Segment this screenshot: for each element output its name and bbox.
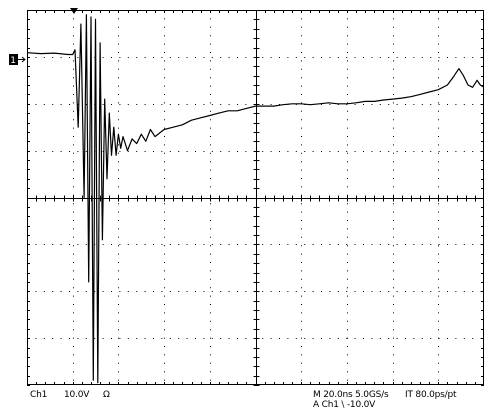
readout-channel: Ch1 xyxy=(30,390,48,400)
readout-timebase: M 20.0ns 5.0GS/s xyxy=(313,390,389,400)
readout-trigger: A Ch1 \ -10.0V xyxy=(313,400,376,410)
channel-marker-box xyxy=(9,54,18,65)
readout-interpolation: IT 80.0ps/pt xyxy=(405,390,457,400)
channel-marker-label: 1 xyxy=(10,56,16,66)
readout-volts-per-div: 10.0V xyxy=(64,390,90,400)
readout-coupling-ohm-icon: Ω xyxy=(103,390,110,400)
trigger-position-marker-icon xyxy=(70,8,78,14)
waveform-trace xyxy=(26,14,484,384)
waveform-series-line xyxy=(26,14,484,384)
channel-ground-marker: 1 xyxy=(9,54,26,66)
channel-marker-arrow-icon xyxy=(18,56,26,63)
